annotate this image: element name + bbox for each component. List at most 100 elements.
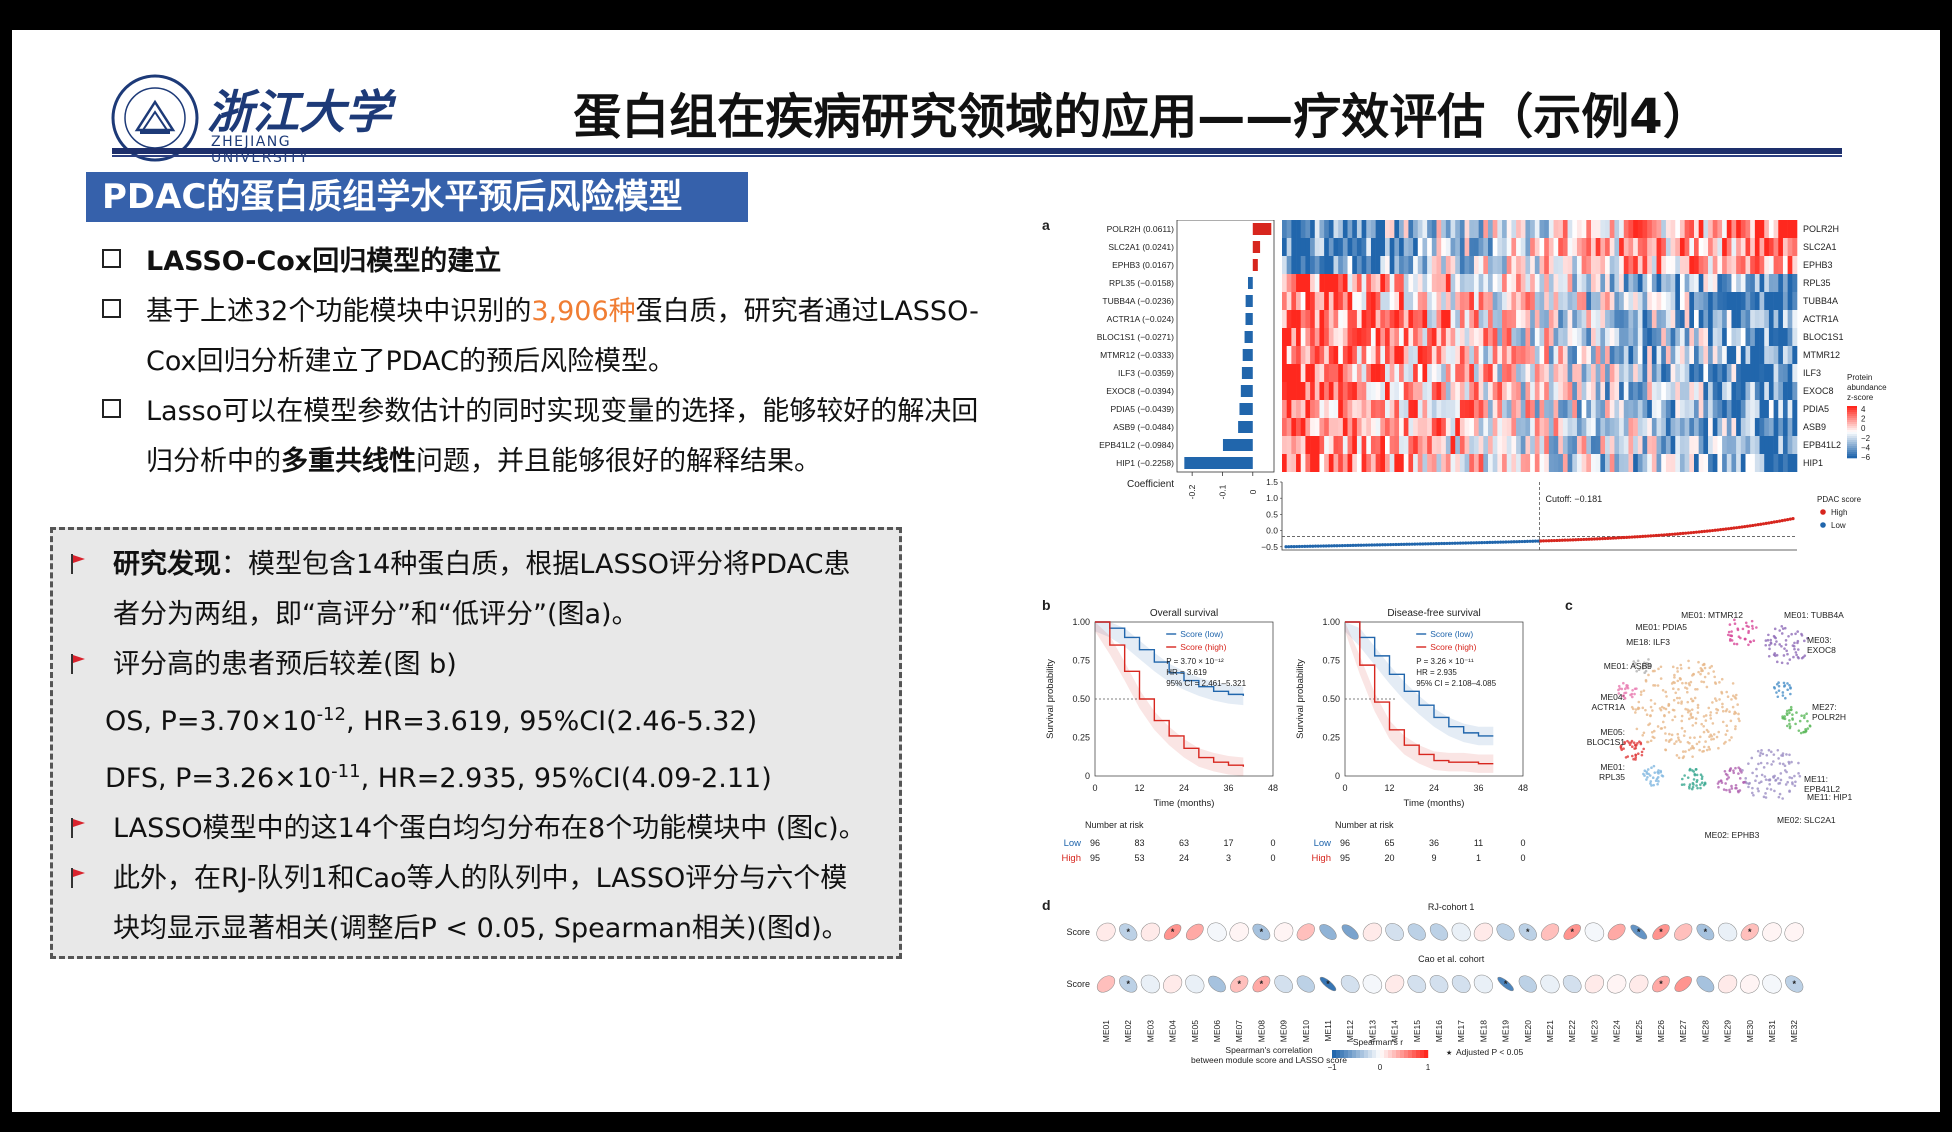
- heatmap-cell: [1488, 364, 1493, 382]
- umap-point: [1783, 717, 1787, 721]
- heatmap-cell: [1459, 400, 1465, 418]
- heatmap-cell: [1670, 220, 1676, 238]
- heatmap-cell: [1483, 310, 1489, 328]
- heatmap-cell: [1679, 454, 1685, 472]
- score-point: [1777, 519, 1782, 523]
- score-point: [1756, 523, 1760, 527]
- score-point: [1737, 525, 1741, 529]
- heatmap-cell: [1642, 310, 1648, 328]
- heatmap-cell: [1600, 274, 1606, 292]
- heatmap-cell: [1595, 274, 1601, 292]
- heatmap-cell: [1712, 364, 1718, 382]
- heatmap-cell: [1717, 220, 1723, 238]
- heatmap-cell: [1399, 436, 1405, 454]
- heatmap-cell: [1722, 364, 1728, 382]
- heatmap-cell: [1296, 364, 1302, 382]
- umap-point: [1680, 702, 1683, 705]
- heatmap-cell: [1600, 256, 1606, 274]
- heatmap-cell: [1642, 238, 1648, 256]
- umap-point: [1751, 627, 1755, 630]
- heatmap-cell: [1736, 274, 1742, 292]
- heatmap-cell: [1399, 220, 1405, 238]
- heatmap-cell: [1600, 436, 1606, 454]
- heatmap-gene-label: TUBB4A: [1803, 296, 1838, 306]
- heatmap-cell: [1431, 256, 1437, 274]
- heatmap-cell: [1530, 310, 1536, 328]
- legend-title: Spearman's correlation: [1225, 1045, 1312, 1055]
- heatmap-cell: [1413, 382, 1419, 400]
- heatmap-cell: [1520, 238, 1526, 256]
- heatmap-cell: [1778, 436, 1784, 454]
- heatmap-cell: [1473, 418, 1479, 436]
- heatmap-cell: [1356, 400, 1362, 418]
- heatmap-cell: [1656, 346, 1662, 364]
- heatmap-cell: [1427, 418, 1433, 436]
- umap-point: [1769, 641, 1773, 644]
- umap-point: [1713, 697, 1717, 700]
- heatmap-cell: [1291, 400, 1297, 418]
- heatmap-cell: [1408, 328, 1414, 346]
- coef-bar: [1238, 421, 1253, 433]
- heatmap-cell: [1647, 400, 1653, 418]
- heatmap-cell: [1708, 382, 1714, 400]
- heatmap-cell: [1787, 274, 1793, 292]
- umap-point: [1673, 742, 1676, 746]
- heatmap-cell: [1366, 274, 1372, 292]
- heatmap-cell: [1455, 346, 1461, 364]
- heatmap-cell: [1773, 256, 1779, 274]
- heatmap-cell: [1459, 364, 1465, 382]
- heatmap-cell: [1296, 310, 1302, 328]
- umap-point: [1620, 687, 1624, 691]
- heatmap-cell: [1679, 346, 1685, 364]
- umap-point: [1712, 737, 1715, 741]
- heatmap-cell: [1497, 220, 1503, 238]
- heatmap-cell: [1731, 436, 1737, 454]
- heatmap-cell: [1614, 346, 1620, 364]
- heatmap-cell: [1619, 310, 1625, 328]
- heatmap-cell: [1787, 346, 1793, 364]
- colorbar-d-step: [1340, 1050, 1345, 1058]
- score-point: [1684, 531, 1688, 535]
- heatmap-cell: [1394, 382, 1400, 400]
- heatmap-cell: [1619, 220, 1625, 238]
- heatmap-cell: [1530, 328, 1536, 346]
- score-point: [1490, 540, 1495, 544]
- heatmap-gene-label: HIP1: [1803, 458, 1823, 468]
- heatmap-cell: [1534, 454, 1540, 472]
- heatmap-cell: [1750, 310, 1756, 328]
- correlation-ellipse: [1607, 923, 1626, 941]
- heatmap-cell: [1764, 364, 1770, 382]
- heatmap-cell: [1754, 274, 1760, 292]
- heatmap-cell: [1754, 400, 1760, 418]
- heatmap-cell: [1792, 346, 1798, 364]
- heatmap-cell: [1679, 292, 1685, 310]
- heatmap-cell: [1469, 400, 1475, 418]
- colorbar-title-d: Spearman's r: [1353, 1037, 1403, 1047]
- colorbar-step: [1847, 408, 1857, 411]
- umap-point: [1649, 705, 1653, 709]
- heatmap-cell: [1282, 274, 1287, 292]
- heatmap-cell: [1473, 256, 1479, 274]
- heatmap-cell: [1698, 364, 1704, 382]
- module-label: ME10: [1301, 1020, 1311, 1042]
- heatmap-cell: [1684, 382, 1690, 400]
- heatmap-cell: [1534, 400, 1540, 418]
- heatmap-cell: [1778, 220, 1784, 238]
- heatmap-cell: [1586, 256, 1592, 274]
- heatmap-cell: [1740, 382, 1746, 400]
- umap-point: [1764, 796, 1768, 799]
- heatmap-cell: [1740, 454, 1746, 472]
- umap-point: [1692, 778, 1696, 781]
- heatmap-gene-label: ASB9: [1803, 422, 1826, 432]
- umap-point: [1789, 686, 1792, 689]
- heatmap-cell: [1520, 418, 1526, 436]
- umap-point: [1640, 750, 1644, 754]
- module-label: ME15: [1412, 1020, 1422, 1042]
- umap-point: [1785, 753, 1788, 756]
- score-point: [1635, 535, 1640, 539]
- umap-point: [1658, 707, 1662, 710]
- umap-point: [1736, 703, 1739, 706]
- heatmap-cell: [1623, 328, 1629, 346]
- heatmap-cell: [1319, 454, 1325, 472]
- umap-point: [1779, 772, 1783, 775]
